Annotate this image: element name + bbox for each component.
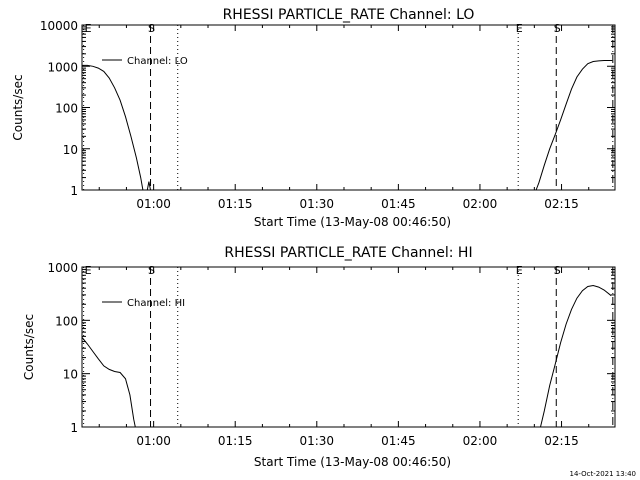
y-tick-label: 100 <box>55 102 78 116</box>
x-tick-label: 01:45 <box>381 197 416 211</box>
x-tick-label: 01:15 <box>218 434 253 448</box>
x-tick-label: 01:45 <box>381 434 416 448</box>
legend-label: Channel: HI <box>127 298 185 309</box>
marker-label: S <box>148 264 155 277</box>
marker-label: S <box>148 22 155 35</box>
footer-timestamp: 14-Oct-2021 13:40 <box>570 470 636 478</box>
y-tick-label: 10 <box>63 368 78 382</box>
y-tick-label: 1 <box>70 184 78 198</box>
y-tick-label: 1000 <box>47 261 78 275</box>
y-tick-label: 10000 <box>40 19 78 33</box>
series-line <box>82 64 144 191</box>
y-tick-label: 1 <box>70 421 78 435</box>
x-tick-label: 02:15 <box>544 197 579 211</box>
x-tick-label: 02:15 <box>544 434 579 448</box>
panel-lo: RHESSI PARTICLE_RATE Channel: LO Start Ti… <box>11 7 616 229</box>
marker-label: E <box>516 22 523 35</box>
plot-frame <box>81 266 616 428</box>
series-line <box>535 60 613 191</box>
marker-label: S <box>554 264 561 277</box>
x-tick-label: 02:00 <box>463 197 498 211</box>
x-tick-label: 01:15 <box>218 197 253 211</box>
y-tick-label: 1000 <box>47 60 78 74</box>
x-axis-label: Start Time (13-May-08 00:46:50) <box>254 455 451 469</box>
x-tick-label: 01:00 <box>136 197 171 211</box>
marker-label: E <box>516 264 523 277</box>
chart-title: RHESSI PARTICLE_RATE Channel: HI <box>224 245 472 261</box>
x-tick-label: 01:30 <box>299 197 334 211</box>
y-axis-label: Counts/sec <box>22 314 36 380</box>
y-tick-label: 10 <box>63 143 78 157</box>
legend-label: Channel: LO <box>127 56 188 67</box>
panel-hi: RHESSI PARTICLE_RATE Channel: HI Start Ti… <box>22 245 616 469</box>
series-line <box>540 284 612 428</box>
x-axis-label: Start Time (13-May-08 00:46:50) <box>254 215 451 229</box>
y-axis-label: Counts/sec <box>11 74 25 140</box>
marker-label: E <box>85 264 92 277</box>
marker-label: E <box>85 22 92 35</box>
plot-frame <box>81 24 616 191</box>
chart-title: RHESSI PARTICLE_RATE Channel: LO <box>223 7 475 23</box>
x-tick-label: 01:30 <box>299 434 334 448</box>
series-line <box>81 336 136 428</box>
marker-label: S <box>554 22 561 35</box>
y-tick-label: 100 <box>55 314 78 328</box>
x-tick-label: 02:00 <box>463 434 498 448</box>
x-tick-label: 01:00 <box>136 434 171 448</box>
series-line <box>146 181 151 191</box>
